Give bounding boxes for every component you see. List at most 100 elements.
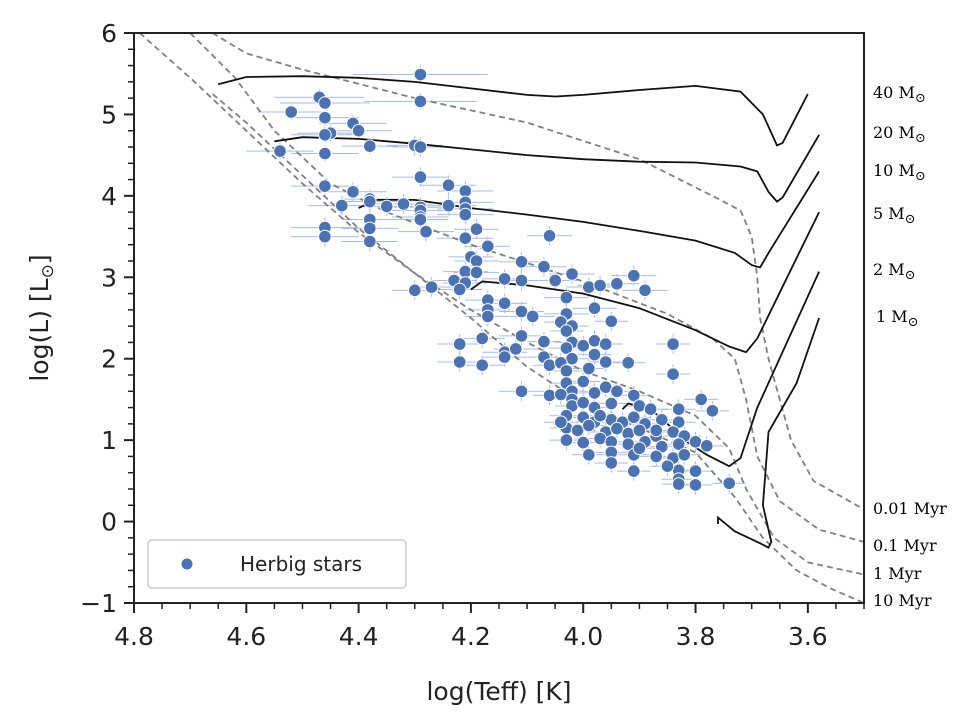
star-point — [671, 402, 686, 417]
star-point — [610, 277, 624, 291]
star-point — [514, 384, 529, 399]
x-tick-label: 4.6 — [226, 622, 266, 651]
mass-track-label: 1 M⊙ — [876, 307, 919, 330]
star-point — [593, 278, 607, 293]
star-point — [514, 304, 529, 319]
star-point — [582, 448, 596, 462]
star-point — [671, 437, 686, 452]
star-point — [576, 374, 591, 389]
stars-layer — [273, 67, 737, 492]
star-point — [542, 229, 557, 243]
star-point — [604, 456, 619, 470]
track-labels: 40 M⊙ 20 M⊙ 10 M⊙ 5 M⊙ 2 M⊙ 1 M⊙ — [873, 83, 926, 330]
star-point — [441, 198, 456, 213]
star-point — [700, 439, 714, 453]
star-point — [318, 179, 332, 193]
star-point — [559, 341, 574, 355]
isochrone-label: 1 Myr — [873, 564, 922, 583]
legend-box — [147, 539, 407, 589]
star-point — [413, 94, 428, 109]
star-point — [497, 350, 512, 364]
star-point — [688, 464, 703, 478]
star-point — [469, 254, 484, 268]
star-point — [649, 423, 664, 438]
star-point — [346, 185, 360, 199]
isochrone-0.01-myr — [212, 33, 864, 511]
legend-label: Herbig stars — [240, 552, 362, 576]
star-point — [514, 254, 529, 269]
mass-track-10-m — [358, 170, 820, 269]
mass-track-label: 10 M⊙ — [873, 161, 926, 184]
star-point — [514, 329, 529, 343]
star-point — [559, 364, 574, 378]
star-point — [379, 199, 394, 214]
star-point — [655, 413, 669, 427]
star-point — [559, 324, 574, 338]
star-point — [413, 170, 428, 184]
star-point — [554, 415, 568, 430]
star-point — [537, 334, 551, 349]
star-point — [643, 402, 658, 417]
isochrone-label: 10 Myr — [873, 591, 932, 610]
star-point — [481, 309, 495, 324]
star-point — [514, 273, 529, 288]
mass-track-1-m — [717, 317, 820, 549]
legend: Herbig stars — [147, 539, 407, 589]
star-point — [318, 146, 332, 161]
star-point — [559, 290, 574, 305]
star-point — [318, 110, 332, 125]
star-point — [587, 386, 602, 400]
star-point — [705, 404, 720, 418]
star-point — [469, 222, 484, 236]
star-point — [548, 273, 563, 288]
star-point — [318, 128, 332, 142]
mass-track-40-m — [217, 75, 809, 147]
star-point — [610, 384, 624, 399]
star-point — [722, 476, 737, 491]
y-axis-title-sun: ⊙ — [38, 264, 58, 278]
star-point — [649, 449, 664, 464]
star-point — [475, 358, 490, 373]
star-point — [413, 140, 428, 154]
star-point — [363, 139, 377, 153]
star-point — [559, 433, 574, 447]
star-point — [335, 198, 349, 213]
star-point — [632, 441, 647, 456]
star-point — [570, 423, 585, 438]
y-axis-title-close: ] — [25, 254, 54, 264]
isochrone-labels: 0.01 Myr 0.1 Myr 1 Myr 10 Myr — [873, 499, 947, 610]
star-point — [632, 399, 647, 413]
star-point — [582, 418, 596, 433]
star-point — [525, 309, 540, 324]
legend-marker — [180, 557, 194, 571]
star-point — [632, 423, 647, 438]
x-tick-label: 3.6 — [788, 622, 828, 651]
star-point — [694, 392, 709, 407]
star-point — [593, 408, 607, 423]
star-point — [413, 212, 428, 227]
star-point — [621, 356, 636, 370]
star-point — [576, 435, 591, 450]
isochrone-1-myr — [139, 33, 864, 576]
star-point — [666, 337, 680, 351]
star-point — [587, 334, 602, 348]
star-point — [627, 388, 641, 403]
isochrone-0.1-myr — [189, 33, 864, 543]
y-tick-label: 2 — [101, 345, 117, 374]
y-tick-label: 1 — [101, 426, 117, 455]
star-point — [598, 337, 613, 351]
star-point — [576, 395, 591, 410]
star-point — [582, 280, 596, 294]
mass-track-label: 5 M⊙ — [873, 204, 916, 227]
star-point — [452, 282, 467, 297]
x-axis-title: log(Teff) [K] — [426, 677, 571, 706]
star-point — [318, 229, 332, 244]
x-axis-ticks: 4.8 4.6 4.4 4.2 4.0 3.8 3.6 — [114, 603, 865, 651]
star-point — [497, 296, 512, 311]
star-point — [458, 264, 473, 279]
y-axis-ticks: −1 0 1 2 3 4 5 6 — [80, 19, 134, 618]
y-tick-label: 5 — [101, 100, 117, 129]
star-point — [408, 283, 422, 298]
y-axis-title-main: log(L) [L — [25, 278, 54, 381]
mass-track-label: 20 M⊙ — [873, 123, 926, 146]
